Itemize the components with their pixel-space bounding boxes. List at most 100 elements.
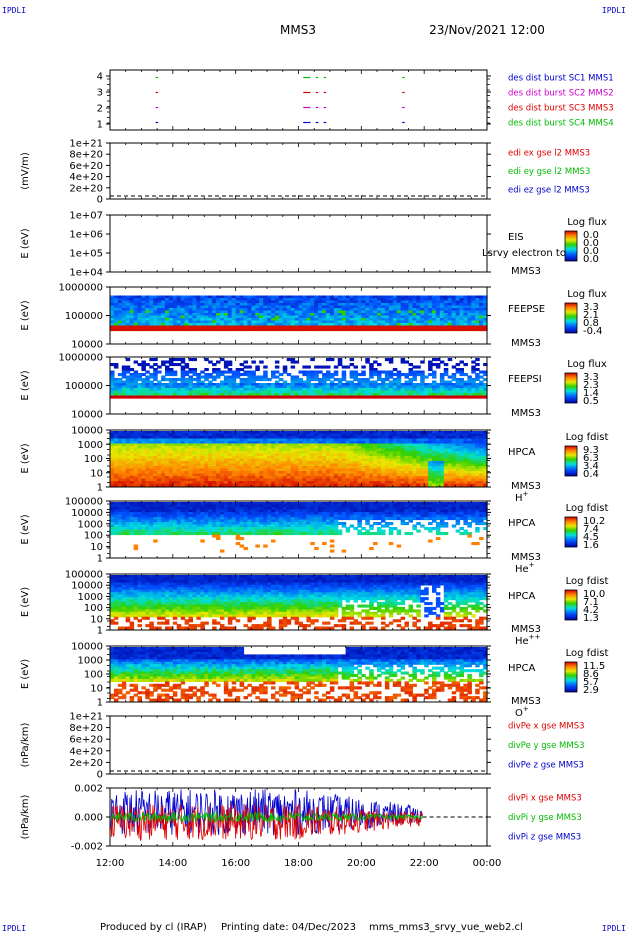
heatmap-cell <box>255 328 259 331</box>
heatmap-cell <box>322 328 327 331</box>
heatmap-cell <box>350 484 355 487</box>
y-tick-label: 100000 <box>65 381 103 392</box>
heatmap-cell <box>275 366 280 369</box>
heatmap-cell <box>110 363 115 366</box>
heatmap-cell <box>334 328 339 331</box>
heatmap-cell <box>145 396 150 399</box>
heatmap-cell <box>185 328 190 331</box>
heatmap-cell <box>244 328 249 331</box>
heatmap-cell <box>157 371 162 374</box>
heatmap-cell <box>181 484 186 487</box>
heatmap-cell <box>389 376 394 379</box>
heatmap-cell <box>240 396 245 399</box>
y-tick-label: 6e+20 <box>69 161 103 172</box>
heatmap-cell <box>338 328 343 331</box>
heatmap-cell <box>381 484 386 487</box>
heatmap-cell <box>169 373 174 376</box>
heatmap-cell <box>416 366 421 369</box>
instrument-label: EIS <box>508 232 524 243</box>
heatmap-cell <box>275 376 280 379</box>
heatmap-cell <box>173 373 178 376</box>
heatmap-cell <box>149 366 154 369</box>
heatmap-cell <box>114 484 119 487</box>
panel-frame <box>110 70 487 130</box>
heatmap-cell <box>342 366 347 369</box>
heatmap-cell <box>126 371 131 374</box>
heatmap-cell <box>291 361 296 364</box>
heatmap-cell <box>318 328 323 331</box>
heatmap-cell <box>130 484 135 487</box>
heatmap-cell <box>181 361 186 364</box>
heatmap-cell <box>220 358 225 361</box>
heatmap-cell <box>208 484 213 487</box>
heatmap-cell <box>354 396 359 399</box>
colorbar-tick-label: -0.4 <box>583 326 603 337</box>
heatmap-cell <box>432 376 437 379</box>
heatmap-cell <box>354 484 359 487</box>
heatmap-cell <box>240 328 245 331</box>
colorbar-title: Log flux <box>567 289 607 300</box>
heatmap-cell <box>460 361 465 364</box>
y-tick-label: 4 <box>97 72 103 83</box>
panel-frame <box>110 215 487 272</box>
heatmap-cell <box>444 396 449 399</box>
heatmap-cell <box>153 378 158 381</box>
colorbar-title: Log flux <box>567 359 607 370</box>
heatmap-cell <box>409 328 414 331</box>
heatmap-cell <box>475 358 480 361</box>
heatmap-cell <box>138 396 143 399</box>
heatmap-cell <box>110 484 115 487</box>
colorbar-tick-label: 0.5 <box>583 396 599 407</box>
heatmap-cell <box>177 328 182 331</box>
heatmap-cell <box>452 366 457 369</box>
heatmap-cell <box>393 328 398 331</box>
heatmap-cell <box>334 378 339 381</box>
heatmap-cell <box>228 484 233 487</box>
heatmap-cell <box>228 363 233 366</box>
heatmap-cell <box>149 484 154 487</box>
y-axis-label: E (eV) <box>20 443 31 473</box>
heatmap-cell <box>471 328 476 331</box>
heatmap-cell <box>322 396 327 399</box>
heatmap-cell <box>405 396 410 399</box>
heatmap-cell <box>196 328 201 331</box>
heatmap-cell <box>432 328 437 331</box>
heatmap-cell <box>420 328 425 331</box>
heatmap-cell <box>200 376 205 379</box>
heatmap-cell <box>424 484 429 487</box>
heatmap-cell <box>405 376 410 379</box>
heatmap-cell <box>122 328 127 331</box>
heatmap-cell <box>181 396 186 399</box>
heatmap-cell <box>475 328 480 331</box>
heatmap-cell <box>165 361 170 364</box>
heatmap-cell <box>471 371 476 374</box>
y-axis-label: E (eV) <box>20 300 31 330</box>
heatmap-cell <box>114 396 119 399</box>
colorbar <box>565 446 577 476</box>
heatmap-cell <box>247 396 252 399</box>
heatmap-cell <box>177 396 182 399</box>
heatmap-cell <box>416 328 421 331</box>
heatmap-cell <box>436 328 441 331</box>
heatmap-cell <box>193 358 198 361</box>
heatmap-cell <box>350 358 355 361</box>
colorbar-tick-label: 0.4 <box>583 469 599 480</box>
heatmap-cell <box>224 396 229 399</box>
legend-entry: des dist burst SC4 MMS4 <box>508 119 614 129</box>
heatmap-cell <box>342 378 347 381</box>
heatmap-cell <box>385 396 390 399</box>
heatmap-cell <box>377 396 382 399</box>
heatmap-cell <box>267 484 272 487</box>
heatmap-cell <box>456 396 461 399</box>
heatmap-cell <box>247 328 252 331</box>
heatmap-cell <box>314 328 319 331</box>
heatmap-cell <box>306 366 311 369</box>
heatmap-cell <box>401 396 406 399</box>
heatmap-cell <box>448 358 453 361</box>
heatmap-cell <box>416 373 421 376</box>
colorbar <box>565 303 577 333</box>
heatmap-cell <box>204 368 209 371</box>
heatmap-cell <box>475 368 480 371</box>
heatmap-cell <box>200 396 205 399</box>
